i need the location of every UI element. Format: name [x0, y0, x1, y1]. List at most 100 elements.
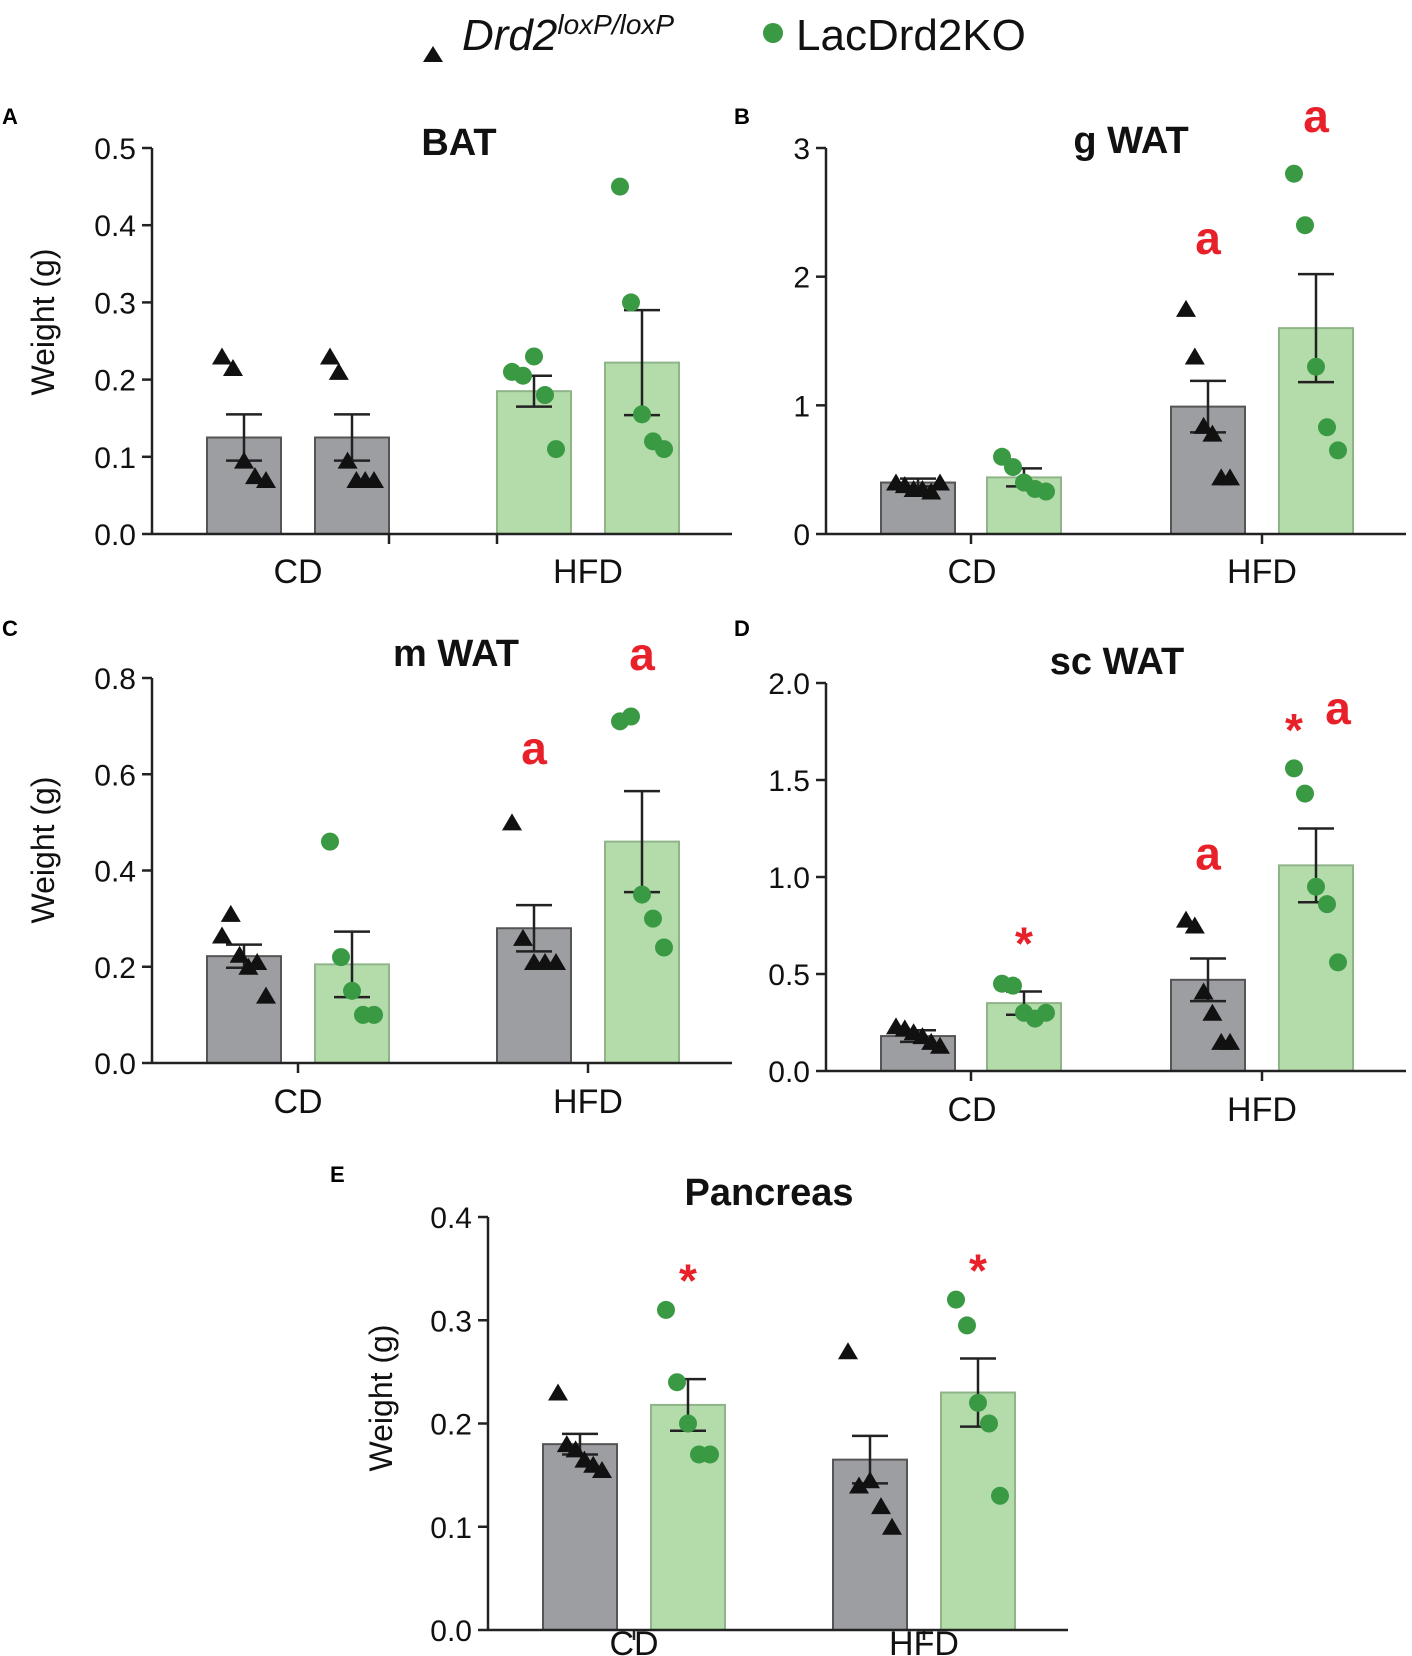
data-point-circle — [655, 938, 673, 957]
significance-star: * — [1015, 917, 1033, 969]
legend-triangle-marker — [423, 46, 443, 62]
data-point-circle — [1004, 458, 1022, 477]
legend-ko-superscript: loxP/loxP — [557, 9, 674, 40]
panel-b-title: g WAT — [1073, 120, 1188, 162]
panel-e-category-cd: CD — [609, 1625, 658, 1656]
panel-a: A BAT 0.0 0.1 0.2 0.3 0.4 0.5 CD HFD Weight (… — [2, 104, 732, 591]
data-point-circle — [321, 832, 339, 851]
data-point-triangle — [364, 470, 384, 488]
data-point-circle — [947, 1290, 965, 1309]
panel-a-category-cd: CD — [273, 553, 322, 591]
legend-circle-marker — [763, 23, 783, 43]
y-tick-label: 0.4 — [430, 1202, 472, 1235]
data-point-triangle — [548, 1383, 568, 1401]
data-point-triangle — [229, 945, 250, 963]
significance-letter: a — [1195, 828, 1221, 880]
y-tick-label: 0.5 — [768, 959, 810, 992]
panel-b-category-cd: CD — [947, 553, 996, 591]
data-point-triangle — [502, 813, 522, 831]
data-point-triangle — [930, 473, 950, 491]
panel-d-category-hfd: HFD — [1227, 1091, 1297, 1129]
data-point-circle — [1285, 759, 1303, 778]
data-point-triangle — [860, 1471, 880, 1489]
panel-c-category-cd: CD — [273, 1083, 322, 1121]
data-point-circle — [668, 1373, 686, 1392]
data-point-circle — [980, 1414, 998, 1433]
panel-a-plot: 0.0 0.1 0.2 0.3 0.4 0.5 — [94, 133, 732, 552]
panel-e-plot: 0.0 0.1 0.2 0.3 0.4 * * — [430, 1202, 1068, 1648]
significance-star: * — [679, 1255, 697, 1307]
data-point-triangle — [328, 362, 349, 380]
panel-e-category-hfd: HFD — [889, 1625, 959, 1656]
data-point-circle — [644, 909, 662, 928]
data-point-circle — [1318, 895, 1336, 914]
data-point-circle — [343, 981, 361, 1000]
panel-d-plot: 0.0 0.5 1.0 1.5 2.0 * a * a — [768, 668, 1406, 1089]
data-point-circle — [525, 347, 543, 366]
data-point-triangle — [1184, 916, 1205, 934]
data-point-circle — [332, 948, 350, 967]
y-tick-label: 0.6 — [94, 759, 136, 792]
panel-c-letter: C — [2, 616, 18, 641]
data-point-triangle — [1220, 1032, 1240, 1050]
y-tick-label: 1 — [793, 390, 810, 423]
data-point-circle — [1307, 877, 1325, 896]
y-tick-label: 0.0 — [768, 1056, 810, 1089]
panel-d-title: sc WAT — [1050, 641, 1184, 683]
panel-b: B g WAT 0 1 2 3 a a CD HFD — [734, 90, 1406, 591]
y-tick-label: 0.3 — [430, 1305, 472, 1338]
panel-c: C m WAT 0.0 0.2 0.4 0.6 0.8 a a CD HFD Weight … — [2, 616, 732, 1121]
panel-b-category-hfd: HFD — [1227, 553, 1297, 591]
data-point-circle — [1307, 357, 1325, 376]
panel-c-title: m WAT — [393, 633, 519, 675]
legend-ko-name: Drd2 — [462, 11, 557, 60]
data-point-triangle — [1193, 982, 1214, 1000]
data-point-circle — [622, 707, 640, 726]
data-point-triangle — [238, 957, 259, 975]
data-point-circle — [1037, 482, 1055, 501]
bar-lacdrd2ko-cd — [650, 1403, 726, 1632]
panel-e-letter: E — [330, 1162, 345, 1187]
significance-letter: a — [629, 628, 655, 680]
panel-d-category-cd: CD — [947, 1091, 996, 1129]
data-point-circle — [1329, 953, 1347, 972]
legend: Drd2loxP/loxP LacDrd2KO — [423, 9, 1026, 62]
panel-c-ylabel: Weight (g) — [25, 776, 61, 923]
y-tick-label: 0.1 — [94, 442, 136, 475]
y-tick-label: 0.3 — [94, 287, 136, 320]
data-point-triangle — [234, 451, 254, 469]
panel-e-ylabel: Weight (g) — [363, 1324, 399, 1471]
data-point-triangle — [871, 1497, 891, 1515]
data-point-triangle — [921, 482, 942, 500]
panel-c-plot: 0.0 0.2 0.4 0.6 0.8 a a — [94, 628, 732, 1081]
y-tick-label: 2 — [793, 262, 810, 295]
data-point-circle — [991, 1486, 1009, 1505]
data-point-circle — [365, 1005, 383, 1024]
data-point-circle — [1318, 418, 1336, 437]
data-point-triangle — [1202, 1003, 1223, 1021]
error-bar — [516, 903, 552, 953]
data-point-triangle — [256, 470, 276, 488]
significance-star: * — [1285, 704, 1303, 756]
panel-c-category-hfd: HFD — [553, 1083, 623, 1121]
data-point-triangle — [1184, 347, 1205, 365]
data-point-triangle — [1202, 424, 1223, 442]
data-point-triangle — [513, 928, 533, 946]
panel-e-title: Pancreas — [684, 1172, 853, 1214]
significance-letter: a — [521, 722, 547, 774]
y-tick-label: 0.2 — [430, 1409, 472, 1442]
data-point-circle — [514, 366, 532, 385]
data-point-circle — [655, 440, 673, 459]
significance-star: * — [969, 1244, 987, 1296]
data-point-triangle — [245, 467, 265, 485]
data-point-triangle — [930, 1036, 950, 1054]
data-point-triangle — [256, 986, 276, 1004]
data-point-triangle — [337, 451, 358, 469]
y-tick-label: 0.4 — [94, 856, 136, 889]
data-point-triangle — [592, 1460, 612, 1478]
y-tick-label: 1.0 — [768, 862, 810, 895]
significance-letter: a — [1303, 90, 1329, 142]
data-point-triangle — [882, 1517, 902, 1535]
y-tick-label: 0.2 — [94, 952, 136, 985]
